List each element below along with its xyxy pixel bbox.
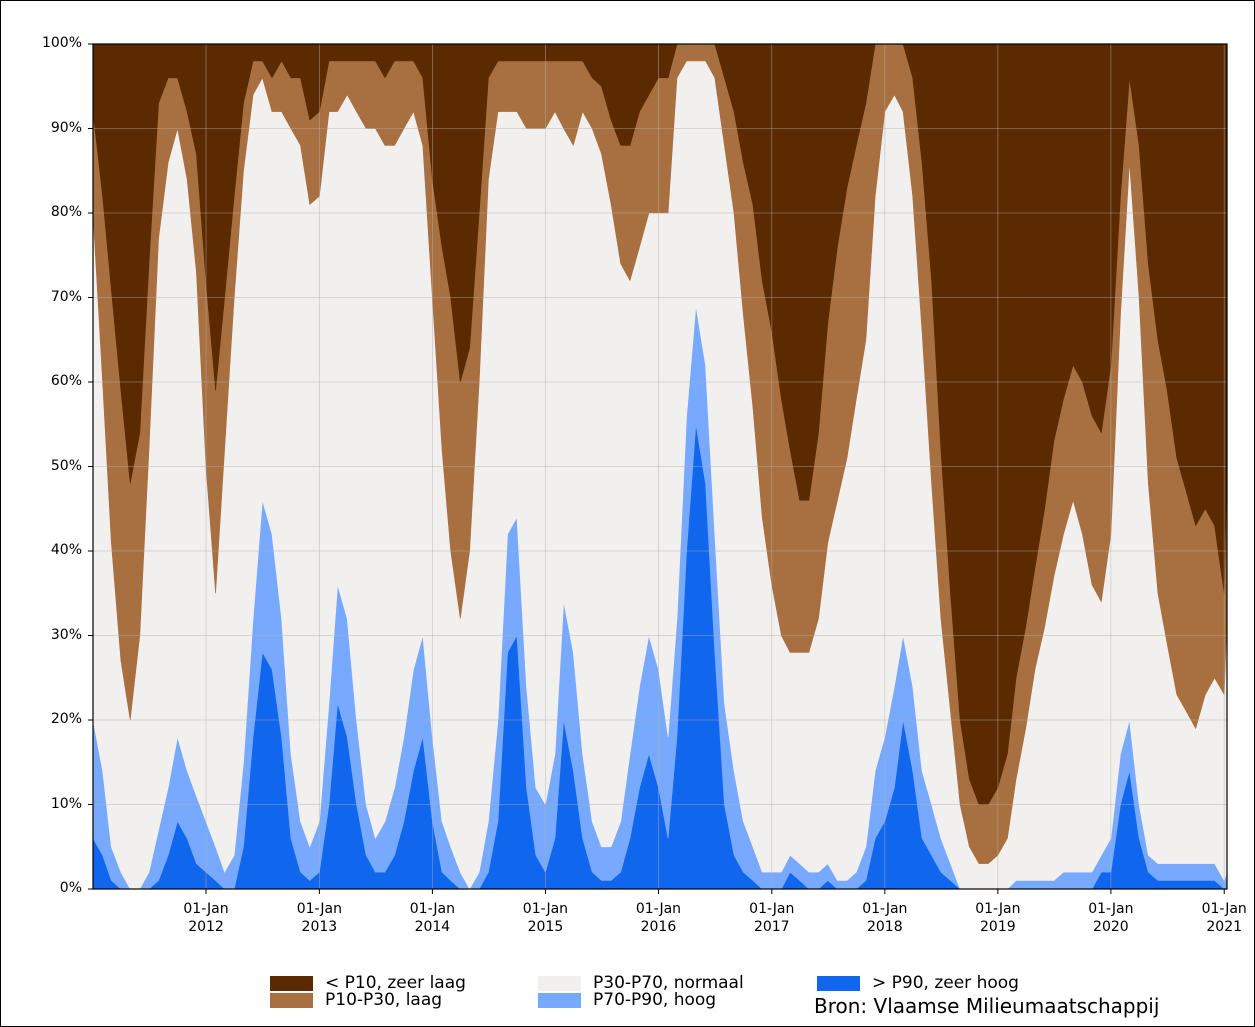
y-tick-label: 0% [59,880,82,896]
x-tick-label: 01-Jan 2021 [1201,901,1247,935]
legend-swatch [270,992,313,1008]
y-tick-label: 60% [50,373,82,389]
x-tick-label: 01-Jan 2019 [975,901,1021,935]
legend-label: > P90, zeer hoog [872,973,1019,993]
legend-swatch [817,975,860,991]
x-tick-label: 01-Jan 2017 [749,901,795,935]
x-tick-label: 01-Jan 2012 [183,901,229,935]
y-tick-label: 70% [50,288,82,305]
y-tick-label: 90% [50,119,82,136]
legend-label: < P10, zeer laag [325,973,466,993]
y-tick-label: 80% [50,204,82,220]
x-tick-label: 01-Jan 2015 [522,901,569,935]
legend-label: P30-P70, normaal [593,973,744,993]
legend-item-laag: P10-P30, laag [270,991,442,1009]
y-tick-label: 100% [41,35,82,51]
x-tick-label: 01-Jan 2018 [862,901,908,935]
legend-item-normaal: P30-P70, normaal [538,974,744,992]
y-tick-label: 20% [50,711,82,727]
y-tick-label: 40% [50,542,82,558]
legend-item-hoog: P70-P90, hoog [538,991,716,1009]
legend-item-zeer-laag: < P10, zeer laag [270,974,466,992]
legend-label: P10-P30, laag [325,990,443,1010]
legend-swatch [270,975,313,991]
axis-ticks [88,43,1225,894]
source-note: Bron: Vlaamse Milieumaatschappij [814,994,1160,1018]
y-tick-label: 10% [50,795,82,812]
legend-swatch [538,975,581,991]
x-tick-label: 01-Jan 2020 [1088,901,1134,935]
x-tick-label: 01-Jan 2016 [635,901,682,935]
y-tick-label: 30% [50,626,82,643]
y-tick-label: 50% [50,457,82,474]
x-tick-label: 01-Jan 2014 [409,901,455,935]
legend-item-zeer-hoog: > P90, zeer hoog [817,974,1019,992]
x-tick-label: 01-Jan 2013 [296,901,342,935]
gridlines [93,44,1227,889]
legend-swatch [538,992,581,1008]
legend-label: P70-P90, hoog [593,990,717,1010]
